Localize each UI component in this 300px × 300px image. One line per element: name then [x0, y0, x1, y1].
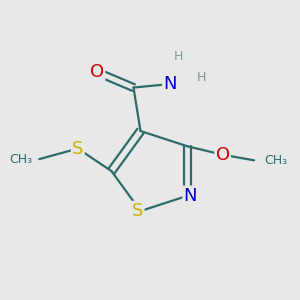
- Text: H: H: [197, 70, 206, 83]
- Text: CH₃: CH₃: [265, 154, 288, 167]
- Text: CH₃: CH₃: [9, 153, 32, 166]
- Text: N: N: [163, 75, 177, 93]
- Text: O: O: [90, 63, 104, 81]
- Text: O: O: [215, 146, 230, 164]
- Text: H: H: [174, 50, 183, 62]
- Text: S: S: [72, 140, 83, 158]
- Text: N: N: [184, 187, 197, 205]
- Text: S: S: [132, 202, 143, 220]
